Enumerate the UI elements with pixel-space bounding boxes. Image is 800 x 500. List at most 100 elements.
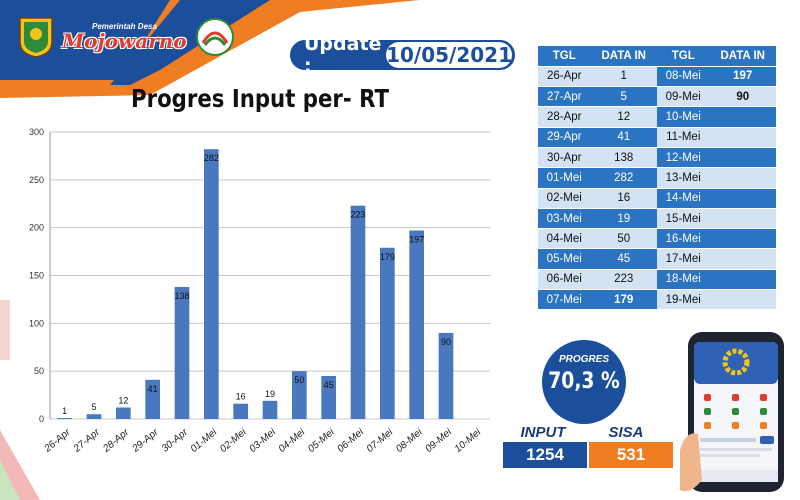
- value-cell: [709, 269, 776, 291]
- x-tick-label: 04-Mei: [277, 426, 308, 455]
- value-cell: [709, 228, 776, 250]
- data-label: 1: [62, 406, 67, 416]
- regency-emblem-icon: [19, 17, 53, 58]
- bar: [438, 332, 454, 419]
- table-row: 29-Apr 41 11-Mei: [538, 127, 776, 148]
- x-tick-label: 02-Mei: [218, 426, 249, 455]
- bar: [292, 371, 307, 419]
- x-tick-label: 29-Apr: [130, 426, 161, 455]
- date-cell: 02-Mei: [538, 188, 591, 209]
- data-label: 90: [441, 337, 451, 347]
- brand-text: Pemerintah Desa Mojowarno: [62, 22, 187, 53]
- chart-title: Progres Input per- RT: [131, 84, 389, 113]
- value-cell: [709, 289, 776, 311]
- value-cell: 41: [590, 127, 657, 148]
- date-cell: 11-Mei: [656, 127, 710, 148]
- table-row: 04-Mei 50 16-Mei: [538, 228, 776, 250]
- header-data-in-1: DATA IN: [590, 46, 657, 67]
- program-logo-icon: [195, 18, 234, 56]
- update-label: Update :: [304, 33, 382, 77]
- table-row: 06-Mei 223 18-Mei: [538, 269, 776, 291]
- smartphone-illustration: [680, 332, 784, 492]
- sisa-value: 531: [589, 442, 673, 468]
- date-cell: 30-Apr: [538, 147, 591, 169]
- y-tick-label: 150: [29, 271, 44, 281]
- value-cell: 5: [590, 86, 657, 108]
- progress-circle: PROGRES 70,3 %: [542, 340, 626, 424]
- value-cell: [709, 167, 776, 189]
- x-tick-label: 01-Mei: [189, 426, 220, 455]
- header-data-in-2: DATA IN: [709, 46, 776, 67]
- data-table: TGL DATA IN TGL DATA IN 26-Apr 1 08-Mei 197…: [538, 46, 776, 311]
- update-badge: Update : 10/05/2021: [290, 33, 515, 77]
- y-tick-label: 0: [39, 414, 44, 424]
- data-label: 50: [294, 375, 304, 385]
- header-tgl-2: TGL: [656, 46, 710, 67]
- x-tick-label: 05-Mei: [306, 426, 337, 455]
- data-label: 16: [236, 392, 246, 402]
- bar: [86, 414, 102, 419]
- brand-header: Pemerintah Desa Mojowarno: [18, 12, 235, 62]
- date-cell: 04-Mei: [538, 228, 591, 250]
- data-label: 45: [324, 380, 334, 390]
- x-tick-label: 30-Apr: [160, 426, 191, 454]
- x-tick-label: 03-Mei: [247, 426, 278, 455]
- value-cell: 197: [709, 66, 776, 88]
- data-label: 282: [204, 153, 219, 163]
- x-tick-label: 10-Mei: [453, 426, 484, 455]
- value-cell: [709, 188, 776, 209]
- bar: [321, 375, 336, 419]
- value-cell: 12: [590, 106, 657, 128]
- x-tick-label: 07-Mei: [365, 426, 396, 455]
- value-cell: 1: [590, 66, 657, 88]
- x-tick-label: 26-Apr: [42, 426, 73, 455]
- date-cell: 01-Mei: [538, 167, 591, 189]
- sisa-label: SISA: [608, 424, 644, 441]
- y-tick-label: 50: [34, 366, 44, 376]
- value-cell: [709, 127, 776, 148]
- date-cell: 26-Apr: [538, 66, 591, 88]
- data-label: 197: [409, 235, 424, 245]
- y-tick-label: 200: [29, 223, 44, 233]
- value-cell: 90: [709, 86, 776, 108]
- date-cell: 16-Mei: [656, 228, 710, 250]
- y-tick-label: 300: [29, 127, 44, 137]
- bar: [350, 205, 366, 419]
- date-cell: 28-Apr: [538, 106, 591, 128]
- bar: [380, 247, 395, 419]
- table-row: 03-Mei 19 15-Mei: [538, 208, 776, 230]
- table-row: 27-Apr 5 09-Mei 90: [538, 86, 776, 108]
- x-tick-label: 08-Mei: [394, 426, 425, 455]
- date-cell: 17-Mei: [656, 248, 710, 270]
- bar: [204, 149, 219, 419]
- table-header-row: TGL DATA IN TGL DATA IN: [538, 46, 776, 67]
- bar: [145, 379, 160, 419]
- value-cell: 282: [590, 167, 657, 189]
- value-cell: 16: [590, 188, 657, 209]
- input-value: 1254: [503, 442, 587, 468]
- progress-label: PROGRES: [558, 354, 609, 365]
- x-tick-label: 28-Apr: [100, 426, 131, 455]
- org-small-label: Pemerintah Desa: [92, 22, 157, 31]
- date-cell: 07-Mei: [538, 289, 591, 311]
- org-name: Mojowarno: [62, 29, 187, 53]
- table-row: 05-Mei 45 17-Mei: [538, 248, 776, 270]
- table-row: 28-Apr 12 10-Mei: [538, 106, 776, 128]
- data-label: 19: [265, 389, 275, 399]
- x-tick-label: 09-Mei: [423, 426, 454, 455]
- bar: [116, 407, 131, 419]
- value-cell: [709, 248, 776, 270]
- value-cell: 138: [590, 147, 657, 169]
- date-cell: 03-Mei: [538, 208, 591, 230]
- value-cell: [709, 147, 776, 169]
- update-date: 10/05/2021: [386, 42, 512, 68]
- input-label: INPUT: [520, 424, 566, 441]
- table-row: 02-Mei 16 14-Mei: [538, 188, 776, 209]
- progress-value: 70,3 %: [548, 369, 620, 394]
- bar: [233, 403, 248, 419]
- data-label: 12: [118, 396, 128, 406]
- bar: [174, 286, 190, 419]
- date-cell: 13-Mei: [656, 167, 710, 189]
- bar-chart: 0 50 100 150 200 250 300 1 26-Apr 5 27-Apr 12 28-Apr…: [29, 127, 490, 455]
- date-cell: 12-Mei: [656, 147, 710, 169]
